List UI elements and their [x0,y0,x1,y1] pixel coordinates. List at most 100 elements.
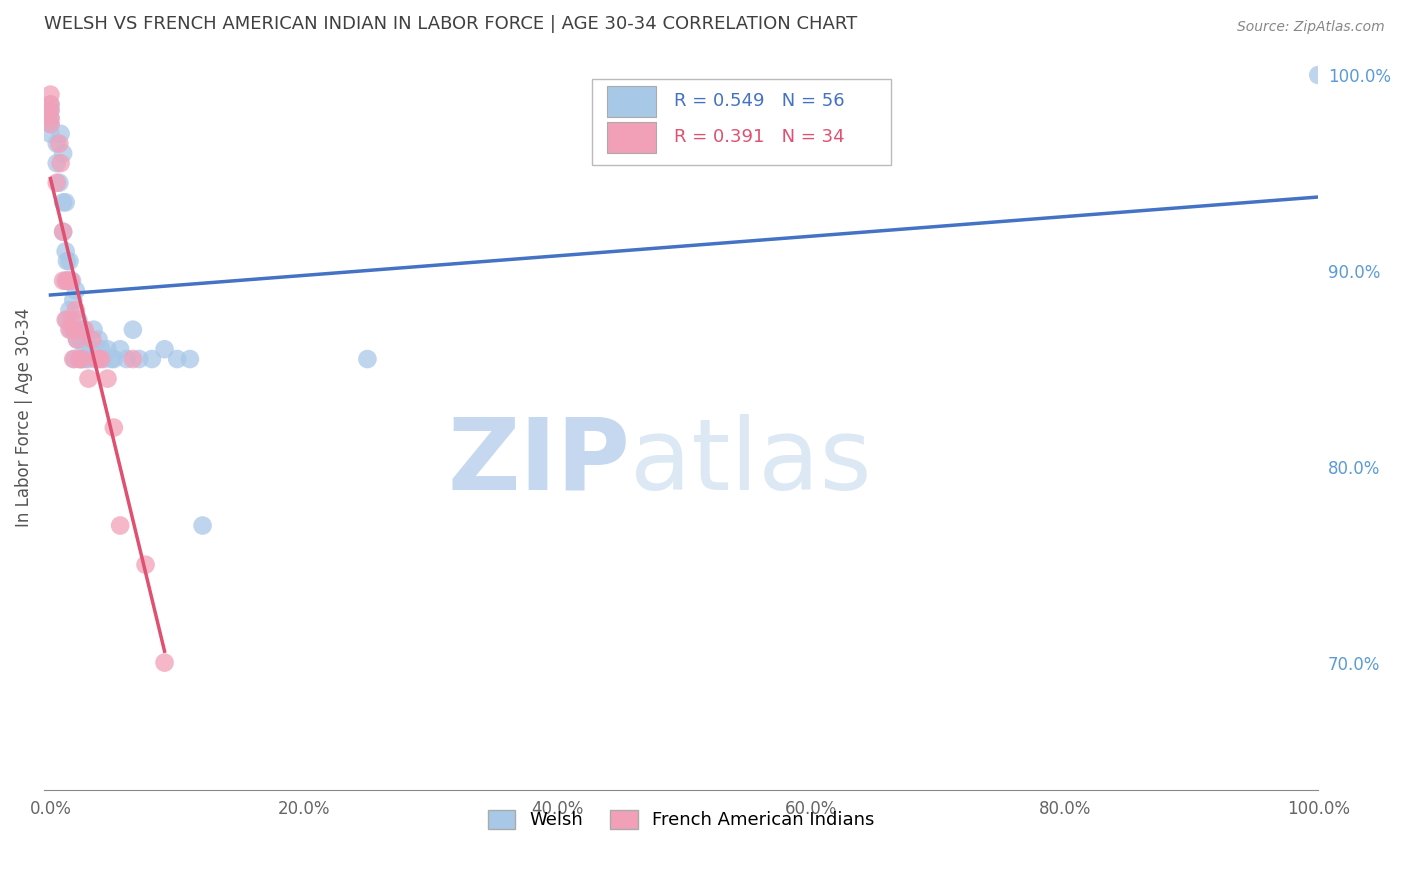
Point [72,323,94,337]
Point [80,343,103,357]
Point [39,111,62,125]
Point [39,97,62,112]
Point [135,558,157,572]
Point [39,111,62,125]
Y-axis label: In Labor Force | Age 30-34: In Labor Force | Age 30-34 [15,308,32,527]
Point [90,343,112,357]
Point [108,343,131,357]
Bar [607,121,655,153]
Point [93,352,115,367]
Point [60,313,83,327]
Point [108,518,131,533]
Point [62,352,84,367]
Legend: Welsh, French American Indians: Welsh, French American Indians [481,803,882,837]
Point [121,352,143,367]
FancyBboxPatch shape [592,79,891,165]
Point [103,420,125,434]
Point [52,225,75,239]
Point [49,156,72,170]
Point [58,274,80,288]
Point [121,323,143,337]
Text: ZIP: ZIP [447,414,630,511]
Point [59,323,82,337]
Point [84,352,107,367]
Point [48,136,70,151]
Point [70,333,93,347]
Point [83,323,105,337]
Text: atlas: atlas [630,414,872,511]
Text: R = 0.391   N = 34: R = 0.391 N = 34 [673,128,844,146]
Point [356,352,378,367]
Point [69,352,91,367]
Point [96,343,118,357]
Point [39,97,62,112]
Point [153,343,176,357]
Point [60,274,83,288]
Point [70,352,93,367]
Point [55,313,77,327]
Point [75,352,97,367]
Point [1308,68,1330,82]
Text: R = 0.549   N = 56: R = 0.549 N = 56 [673,93,844,111]
Point [62,323,84,337]
Point [58,254,80,268]
Point [153,656,176,670]
Point [66,333,89,347]
Point [77,352,100,367]
Point [48,176,70,190]
Point [103,352,125,367]
Point [141,352,163,367]
Point [77,371,100,385]
Point [39,103,62,118]
Point [52,225,75,239]
Bar [607,86,655,117]
Point [73,323,96,337]
Text: Source: ZipAtlas.com: Source: ZipAtlas.com [1237,20,1385,34]
Point [58,323,80,337]
Point [39,117,62,131]
Point [82,333,104,347]
Point [39,87,62,102]
Point [45,156,67,170]
Point [73,343,96,357]
Point [63,323,86,337]
Point [55,244,77,259]
Point [166,352,188,367]
Point [58,274,80,288]
Point [52,274,75,288]
Point [52,146,75,161]
Point [87,352,110,367]
Point [49,127,72,141]
Point [39,103,62,118]
Point [59,274,82,288]
Point [90,352,112,367]
Text: WELSH VS FRENCH AMERICAN INDIAN IN LABOR FORCE | AGE 30-34 CORRELATION CHART: WELSH VS FRENCH AMERICAN INDIAN IN LABOR… [44,15,858,33]
Point [96,371,118,385]
Point [62,293,84,308]
Point [39,117,62,131]
Point [67,313,90,327]
Point [56,254,79,268]
Point [56,313,79,327]
Point [45,136,67,151]
Point [52,195,75,210]
Point [100,352,122,367]
Point [55,274,77,288]
Point [87,333,110,347]
Point [69,352,91,367]
Point [179,352,201,367]
Point [58,303,80,318]
Point [55,195,77,210]
Point [65,284,87,298]
Point [191,518,214,533]
Point [65,303,87,318]
Point [63,352,86,367]
Point [45,176,67,190]
Point [84,352,107,367]
Point [65,323,87,337]
Point [56,274,79,288]
Point [70,352,93,367]
Point [66,333,89,347]
Point [115,352,138,367]
Point [128,352,150,367]
